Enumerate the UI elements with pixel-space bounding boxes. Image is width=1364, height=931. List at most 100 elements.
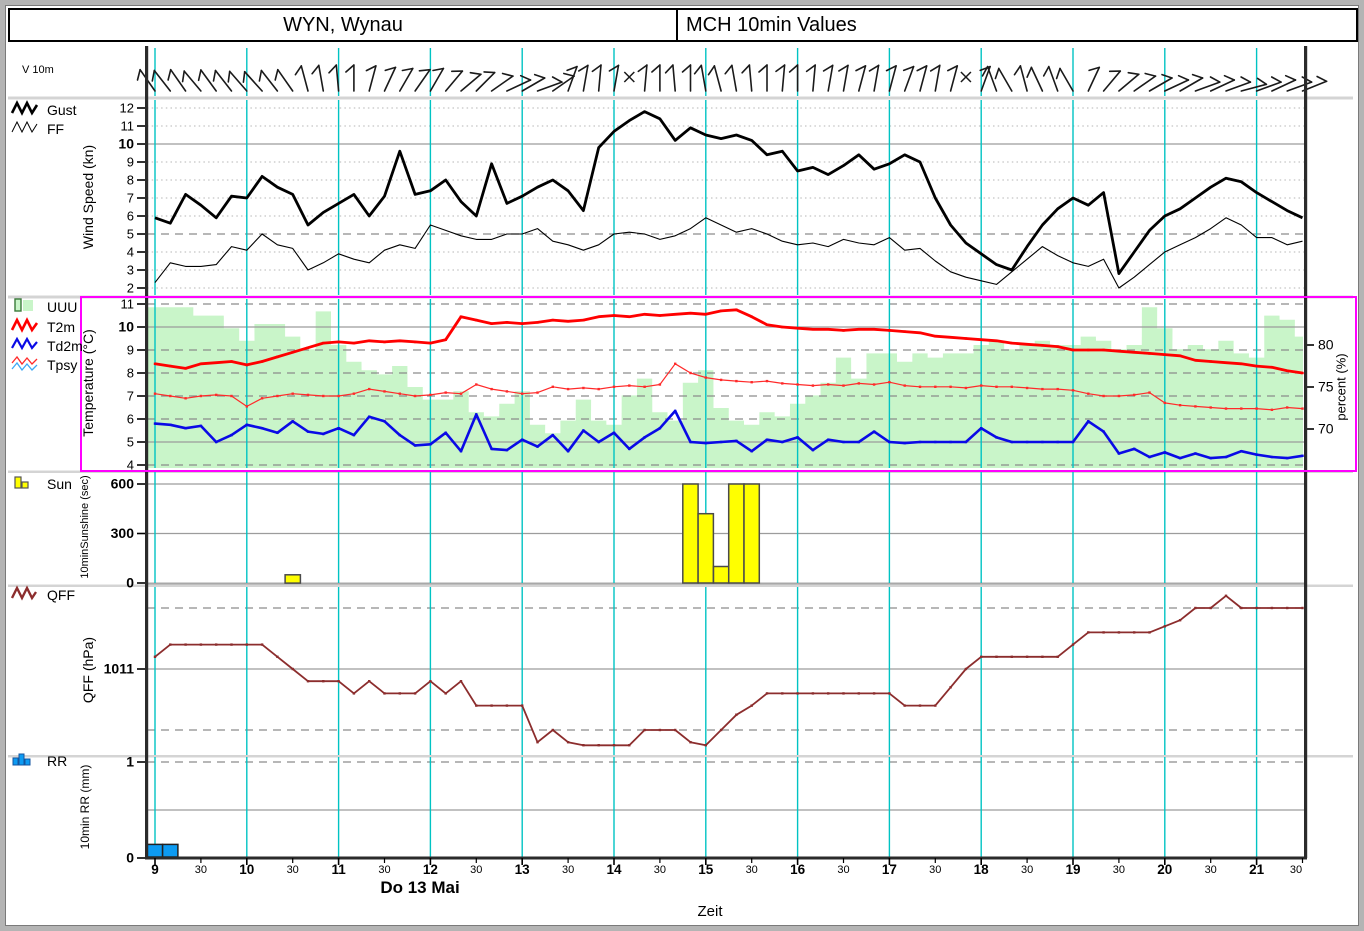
gust-legend-icon [10,99,40,121]
sunshine-bar [743,483,761,584]
svg-text:30: 30 [654,864,666,876]
tpsy-legend-icon [10,355,40,376]
wind-barb [888,65,897,92]
svg-text:12: 12 [423,862,438,877]
wind-barb [567,65,578,92]
t2m-legend-icon [10,316,40,338]
wind-barb [1059,67,1074,92]
series-td2m [154,409,1303,460]
svg-text:300: 300 [111,525,135,541]
svg-text:4: 4 [127,458,134,473]
wind-y-axis-label: Wind Speed (kn) [80,144,96,250]
sunshine-bar [727,483,745,584]
wind-barb [1255,81,1282,92]
svg-text:11: 11 [331,862,346,877]
panel-separator [8,96,1353,100]
rain-bar [146,843,164,858]
svg-text:30: 30 [1113,864,1125,876]
view-title: MCH 10min Values [686,13,857,36]
wind-barb [444,70,464,92]
svg-text:9: 9 [151,862,159,877]
qff-legend-icon [10,584,40,606]
svg-text:30: 30 [470,864,482,876]
svg-text:3: 3 [127,263,134,278]
svg-text:600: 600 [111,476,135,492]
svg-text:16: 16 [790,862,806,877]
rr-legend-icon [10,751,40,772]
svg-text:30: 30 [1290,864,1302,876]
wind-barb [228,70,248,92]
wind-barb [398,67,414,92]
svg-text:30: 30 [287,864,299,876]
svg-text:30: 30 [1021,864,1033,876]
legend-tpsy-label: Tpsy [47,357,78,373]
right-axis [1304,46,1308,858]
svg-text:0: 0 [126,575,134,591]
wind-barb [1102,70,1122,92]
svg-text:1: 1 [126,754,134,770]
wind-barb [997,67,1013,92]
legend-t2m-label: T2m [47,319,75,335]
svg-text:19: 19 [1065,862,1080,877]
wind-barb [1225,81,1252,92]
legend-t2m: T2m [10,316,75,338]
wind-barb [597,64,602,92]
svg-text:30: 30 [195,864,207,876]
sun-legend-icon [10,474,40,495]
wind-barb [1118,73,1140,92]
x-axis-title: Zeit [697,903,723,920]
wind-barb [1179,77,1204,92]
legend-ff: FF [10,120,64,138]
wind-barb [1286,81,1313,92]
svg-text:30: 30 [929,864,941,876]
wind-barb [475,71,496,92]
wind-barb [713,65,722,92]
panel-separator [8,470,1353,473]
sunshine-y-axis-label: 10minSunshine (sec) [79,475,91,579]
svg-text:1011: 1011 [104,661,135,677]
wind-barb [986,65,998,92]
svg-text:30: 30 [837,864,849,876]
humidity-area [147,307,1303,468]
rr-y-axis-label: 10min RR (mm) [78,764,92,850]
wind-barb [1019,65,1028,92]
series-qff [154,594,1303,747]
legend-gust-label: Gust [47,102,77,118]
svg-text:17: 17 [882,862,897,877]
panel-separator [8,755,1353,758]
wind-barb [1048,65,1059,92]
svg-text:30: 30 [562,864,574,876]
panel-separator [8,584,1353,587]
legend-rr-label: RR [47,753,68,769]
series-t2m [154,308,1303,375]
x-axis-date-label: Do 13 Mai [380,878,460,897]
wind-barb [857,65,867,92]
legend-uuu-label: UUU [47,299,78,315]
wind-barb [260,69,279,92]
station-title: WYN, Wynau [10,10,678,40]
svg-text:10: 10 [118,136,134,152]
wind-barb [582,64,589,92]
svg-text:15: 15 [698,862,714,877]
wind-barb [368,65,377,92]
legend-td2m-label: Td2m [47,338,83,354]
wind-barb [827,64,834,92]
wind-barb [812,64,817,92]
humidity-legend-icon [10,297,40,318]
svg-text:6: 6 [127,412,134,427]
wind-barb [1271,79,1297,92]
svg-text:14: 14 [606,862,622,877]
wind-barb [919,65,928,92]
legend-qff-label: QFF [47,587,75,603]
wind-barb [731,64,738,92]
wind-barb [243,70,263,92]
svg-text:11: 11 [121,297,135,312]
sunshine-bar [697,512,715,584]
legend-gust: Gust [10,99,77,121]
svg-text:0: 0 [126,850,134,866]
wind-barb [903,65,915,92]
wind-barb [700,64,707,92]
wind-barb [949,65,959,92]
legend-sun-label: Sun [47,476,72,492]
